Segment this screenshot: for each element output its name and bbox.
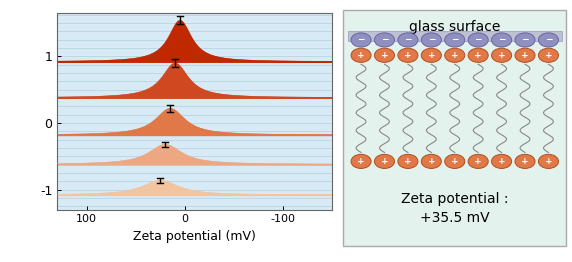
Ellipse shape	[375, 154, 395, 168]
Ellipse shape	[421, 33, 442, 47]
Ellipse shape	[444, 33, 465, 47]
Text: glass surface: glass surface	[409, 20, 500, 34]
Ellipse shape	[351, 33, 371, 47]
Ellipse shape	[538, 154, 558, 168]
Text: −: −	[427, 35, 435, 45]
Ellipse shape	[515, 154, 535, 168]
Ellipse shape	[515, 33, 535, 47]
Ellipse shape	[421, 154, 442, 168]
Text: +: +	[380, 51, 388, 60]
Ellipse shape	[538, 33, 558, 47]
X-axis label: Zeta potential (mV): Zeta potential (mV)	[133, 230, 256, 243]
Text: +: +	[404, 157, 412, 166]
Text: −: −	[545, 35, 552, 45]
Text: +: +	[358, 157, 365, 166]
Ellipse shape	[375, 48, 395, 62]
Text: −: −	[358, 35, 365, 45]
Text: Zeta potential :
+35.5 mV: Zeta potential : +35.5 mV	[401, 192, 509, 225]
Text: +: +	[474, 51, 482, 60]
Text: +: +	[427, 157, 435, 166]
Text: +: +	[498, 157, 506, 166]
Ellipse shape	[468, 33, 488, 47]
Text: −: −	[521, 35, 529, 45]
Ellipse shape	[398, 154, 418, 168]
Ellipse shape	[491, 33, 511, 47]
Text: +: +	[427, 51, 435, 60]
Ellipse shape	[351, 154, 371, 168]
Ellipse shape	[444, 48, 465, 62]
Text: +: +	[545, 51, 552, 60]
Text: −: −	[381, 35, 388, 45]
Text: −: −	[498, 35, 505, 45]
Text: +: +	[498, 51, 506, 60]
Text: +: +	[545, 157, 552, 166]
Ellipse shape	[468, 48, 488, 62]
Text: +: +	[451, 51, 459, 60]
Text: +: +	[521, 157, 529, 166]
Text: −: −	[474, 35, 482, 45]
Ellipse shape	[538, 48, 558, 62]
Text: +: +	[474, 157, 482, 166]
Ellipse shape	[421, 48, 442, 62]
Ellipse shape	[398, 48, 418, 62]
Ellipse shape	[491, 154, 511, 168]
Ellipse shape	[468, 154, 488, 168]
Ellipse shape	[351, 48, 371, 62]
Ellipse shape	[515, 48, 535, 62]
Text: −: −	[451, 35, 459, 45]
Ellipse shape	[375, 33, 395, 47]
Text: +: +	[451, 157, 459, 166]
Text: +: +	[380, 157, 388, 166]
FancyBboxPatch shape	[348, 31, 562, 41]
Ellipse shape	[444, 154, 465, 168]
Text: −: −	[404, 35, 412, 45]
Text: +: +	[404, 51, 412, 60]
Ellipse shape	[398, 33, 418, 47]
Ellipse shape	[491, 48, 511, 62]
Text: +: +	[358, 51, 365, 60]
FancyBboxPatch shape	[343, 10, 566, 246]
Text: +: +	[521, 51, 529, 60]
